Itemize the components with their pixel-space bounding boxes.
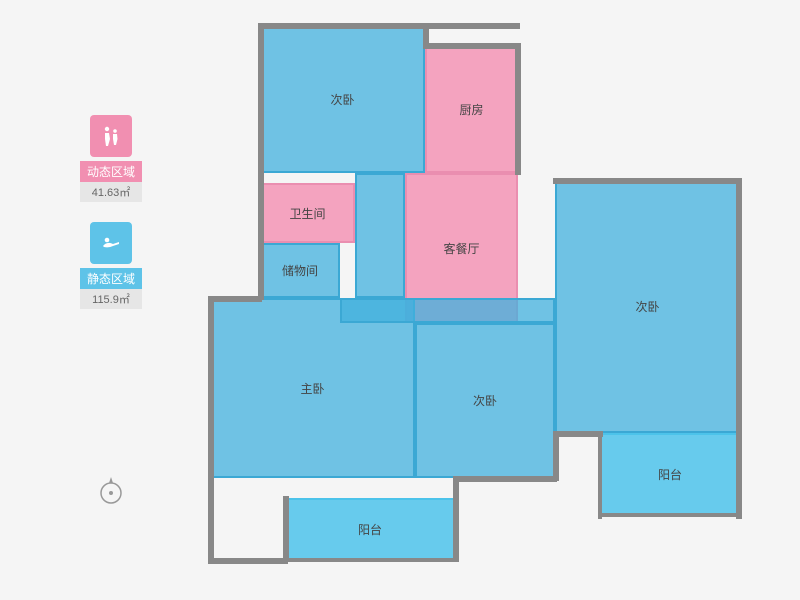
legend-dynamic-value: 41.63㎡: [80, 182, 142, 202]
wall: [258, 181, 264, 300]
compass-icon: [95, 475, 127, 507]
room-corridor-2: [340, 298, 555, 323]
room-corridor-1: [355, 173, 405, 298]
wall: [736, 178, 742, 519]
floor-plan: 次卧厨房卫生间客餐厅储物间主卧次卧次卧阳台阳台: [210, 25, 740, 570]
room-label: 卫生间: [289, 205, 325, 222]
room-secondary-bedroom-3: 次卧: [555, 180, 740, 433]
room-balcony-2: 阳台: [600, 433, 740, 515]
wall: [208, 296, 214, 564]
room-storage: 储物间: [260, 243, 340, 298]
legend-static: 静态区域 115.9㎡: [80, 222, 142, 309]
legend-dynamic-title: 动态区域: [80, 161, 142, 182]
wall: [208, 558, 288, 564]
room-label: 厨房: [459, 101, 483, 118]
room-label: 储物间: [282, 262, 318, 279]
wall: [553, 178, 742, 184]
legend-static-title: 静态区域: [80, 268, 142, 289]
wall: [453, 476, 557, 482]
room-label: 阳台: [358, 521, 382, 538]
wall: [258, 23, 264, 183]
dynamic-icon: [90, 115, 132, 157]
room-kitchen: 厨房: [425, 45, 518, 173]
legend-static-value: 115.9㎡: [80, 289, 142, 309]
wall: [453, 476, 459, 562]
wall: [598, 431, 602, 519]
legend-panel: 动态区域 41.63㎡ 静态区域 115.9㎡: [80, 115, 142, 329]
room-secondary-bedroom-1: 次卧: [260, 25, 425, 173]
room-label: 阳台: [658, 466, 682, 483]
room-master-bedroom: 主卧: [210, 298, 415, 478]
wall: [515, 43, 521, 175]
wall: [258, 23, 520, 29]
wall: [553, 431, 603, 437]
room-label: 次卧: [330, 91, 354, 108]
legend-dynamic: 动态区域 41.63㎡: [80, 115, 142, 202]
room-bathroom: 卫生间: [260, 183, 355, 243]
wall: [283, 496, 289, 562]
room-label: 客餐厅: [443, 240, 479, 257]
wall: [423, 43, 519, 49]
room-label: 主卧: [300, 380, 324, 397]
room-label: 次卧: [473, 392, 497, 409]
room-secondary-bedroom-2: 次卧: [415, 323, 555, 478]
wall: [208, 296, 262, 302]
room-label: 次卧: [635, 298, 659, 315]
wall: [598, 513, 742, 517]
wall: [283, 558, 457, 562]
static-icon: [90, 222, 132, 264]
wall: [553, 431, 559, 481]
room-balcony-1: 阳台: [285, 498, 455, 560]
